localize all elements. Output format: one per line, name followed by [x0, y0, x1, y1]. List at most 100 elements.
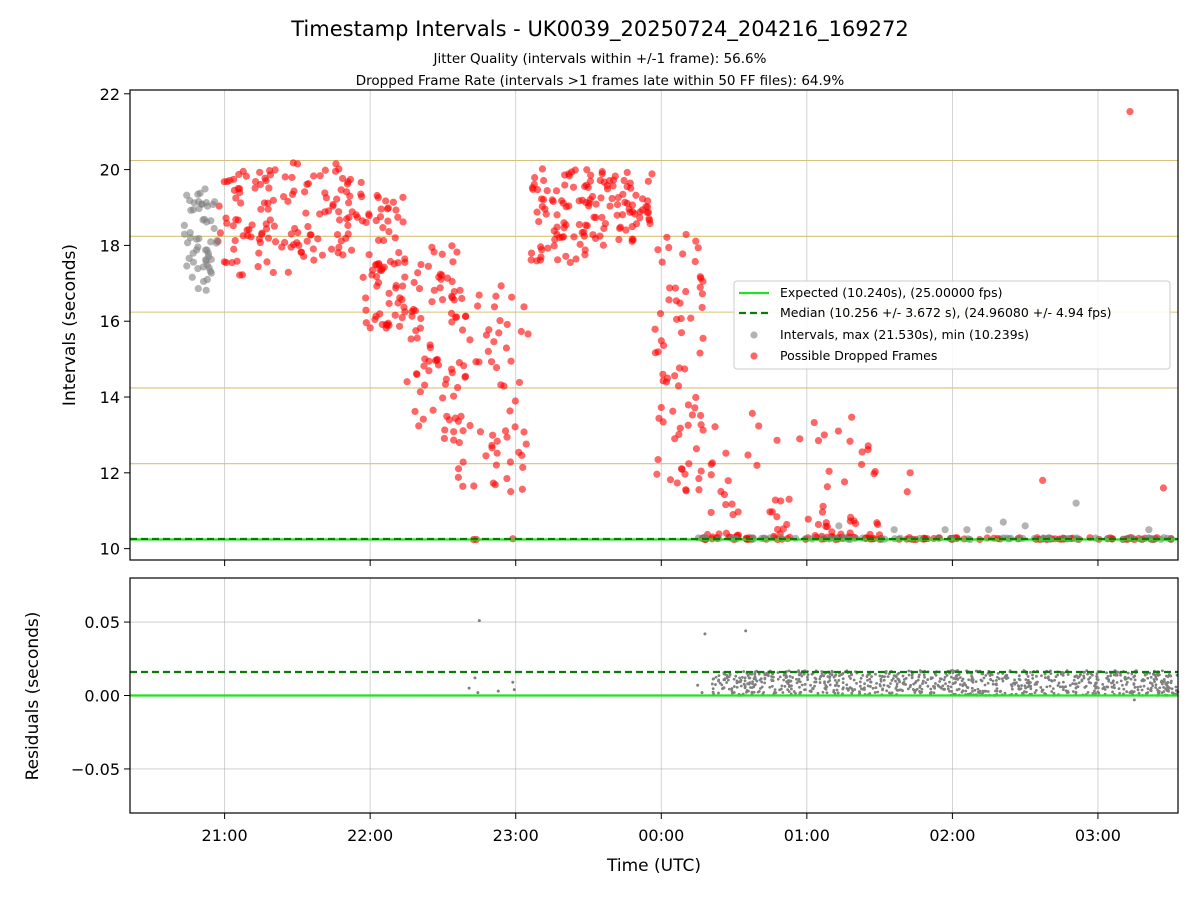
residual-point — [1132, 683, 1136, 686]
residual-point — [806, 673, 810, 677]
dropped-frame-point — [392, 281, 400, 290]
residual-point — [1107, 678, 1110, 681]
residual-point — [1162, 685, 1166, 689]
residual-point — [789, 687, 793, 691]
residual-point — [909, 683, 913, 687]
residual-point — [918, 685, 922, 689]
residuals-plot: −0.05 0.00 0.05 21:00 22:00 23:00 00:00 01:00 0… — [23, 577, 1180, 876]
residual-point — [1149, 689, 1153, 693]
residual-point — [755, 679, 759, 683]
residual-point — [921, 682, 924, 685]
dropped-frame-point — [470, 482, 478, 490]
residual-point — [999, 689, 1002, 693]
residual-point — [1105, 671, 1108, 675]
residual-point — [973, 688, 977, 692]
residual-point — [700, 691, 704, 695]
residual-point — [995, 683, 998, 687]
dropped-frame-point — [618, 211, 627, 219]
dropped-frame-point — [804, 515, 812, 523]
dropped-frame-point — [235, 170, 243, 179]
dropped-frame-point — [256, 238, 264, 247]
dropped-frame-point — [708, 459, 716, 467]
dropped-frame-point — [511, 397, 520, 405]
dropped-frame-point — [653, 470, 661, 478]
dropped-frame-point — [598, 213, 606, 222]
residual-point — [933, 686, 937, 690]
dropped-frame-point — [473, 302, 482, 310]
residual-point — [1136, 688, 1140, 692]
residual-point — [869, 680, 873, 684]
residual-point — [961, 684, 965, 688]
dropped-frame-point — [424, 262, 432, 270]
residual-point — [785, 675, 789, 679]
dropped-frame-point — [614, 194, 622, 202]
residual-point — [932, 691, 936, 695]
residual-point — [855, 681, 858, 685]
dropped-frame-point — [554, 256, 562, 264]
dropped-frame-point — [391, 311, 399, 319]
residual-point — [956, 677, 960, 681]
residual-point — [1061, 674, 1065, 677]
interval-point — [202, 257, 210, 265]
dropped-frame-point — [316, 172, 324, 180]
dropped-frame-point — [684, 401, 693, 409]
residual-point — [1133, 678, 1137, 682]
residual-point — [763, 673, 767, 677]
residual-point — [870, 675, 873, 678]
residual-point — [791, 676, 795, 679]
dropped-frame-point — [598, 170, 606, 178]
dropped-frame-point — [511, 423, 519, 431]
dropped-frame-point — [696, 283, 704, 291]
dropped-frame-point — [517, 327, 525, 336]
residual-point — [841, 686, 845, 689]
dropped-frame-point — [385, 227, 393, 236]
residual-point — [1079, 673, 1083, 676]
residual-point — [897, 678, 901, 682]
residual-point — [950, 690, 954, 693]
dropped-frame-point — [264, 199, 272, 207]
residual-point — [748, 676, 752, 680]
residual-point — [1158, 686, 1162, 690]
chart-title: Timestamp Intervals - UK0039_20250724_20… — [290, 17, 909, 42]
intervals-plot-frame — [129, 89, 1179, 561]
dropped-frame-point — [440, 434, 448, 443]
interval-point — [207, 217, 215, 225]
residual-point — [866, 684, 870, 688]
dropped-frame-point — [419, 415, 427, 423]
dropped-frame-point — [488, 444, 496, 452]
residual-point — [819, 675, 822, 679]
residual-point — [1033, 691, 1037, 695]
dropped-frame-point — [501, 427, 510, 435]
dropped-frame-point — [682, 487, 690, 495]
dropped-frame-point — [411, 407, 419, 416]
interval-point — [941, 526, 949, 534]
dropped-frame-point — [659, 377, 667, 385]
dropped-frame-point — [503, 433, 511, 441]
residual-point — [886, 675, 890, 678]
residual-point — [1045, 685, 1049, 689]
residual-point — [849, 677, 852, 680]
dropped-frame-point — [828, 528, 836, 536]
dropped-frame-point — [603, 185, 612, 193]
residual-point — [1049, 672, 1053, 676]
dropped-frame-point — [587, 171, 595, 179]
residual-point — [756, 690, 760, 694]
residual-point — [1043, 676, 1047, 679]
residual-point — [980, 672, 984, 676]
residual-point — [846, 688, 850, 692]
residual-point — [720, 683, 724, 687]
residual-point — [1004, 674, 1008, 677]
dropped-frame-point — [796, 435, 804, 443]
dropped-frame-point — [409, 305, 418, 314]
dropped-frame-point — [539, 195, 548, 204]
dropped-frame-point — [306, 231, 314, 239]
residual-point — [1050, 690, 1054, 693]
legend-box — [733, 280, 1171, 370]
residual-point — [771, 672, 775, 676]
interval-point — [211, 198, 219, 206]
residual-point — [845, 683, 849, 687]
residual-point — [961, 677, 965, 681]
residual-point — [957, 687, 961, 691]
dropped-frame-point — [540, 176, 548, 185]
dropped-frame-point — [454, 465, 463, 473]
